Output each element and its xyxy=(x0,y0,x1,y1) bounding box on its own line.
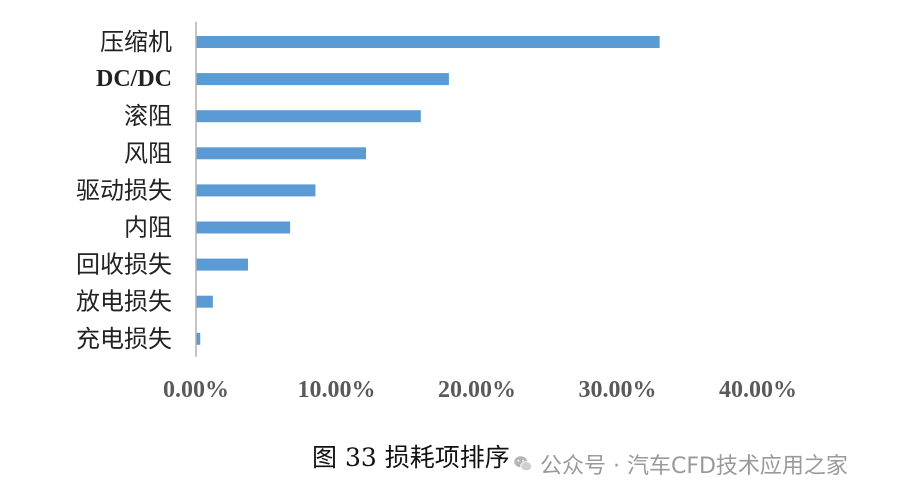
bar-4 xyxy=(196,184,316,197)
bar-2 xyxy=(196,110,421,123)
bar-1 xyxy=(196,73,449,86)
bar-5 xyxy=(196,221,291,234)
category-label: 放电损失 xyxy=(76,288,172,316)
bar-3 xyxy=(196,147,367,160)
bar-7 xyxy=(196,295,213,308)
category-label: 充电损失 xyxy=(76,325,172,353)
x-tick-label: 30.00% xyxy=(579,377,657,403)
watermark-text: 公众号 · 汽车CFD技术应用之家 xyxy=(540,454,848,479)
category-label: 驱动损失 xyxy=(76,176,172,204)
category-label: 压缩机 xyxy=(100,28,172,56)
x-tick-label: 40.00% xyxy=(719,377,797,403)
figure-caption: 图 33 损耗项排序 xyxy=(312,443,510,472)
bar-0 xyxy=(196,36,660,48)
category-label: 风阻 xyxy=(124,139,172,167)
wechat-icon xyxy=(514,456,533,472)
x-tick-label: 20.00% xyxy=(438,377,516,403)
category-label: DC/DC xyxy=(96,66,172,92)
x-tick-labels: 0.00% 10.00% 20.00% 30.00% 40.00% xyxy=(163,377,797,403)
bar-8 xyxy=(196,332,201,345)
category-label: 内阻 xyxy=(124,214,172,242)
bars xyxy=(196,36,660,345)
x-tick-label: 10.00% xyxy=(298,377,376,403)
watermark: 公众号 · 汽车CFD技术应用之家 xyxy=(512,448,848,480)
bar-6 xyxy=(196,258,248,271)
category-label: 回收损失 xyxy=(76,251,172,279)
category-label: 滚阻 xyxy=(124,102,172,130)
x-tick-label: 0.00% xyxy=(163,377,229,403)
